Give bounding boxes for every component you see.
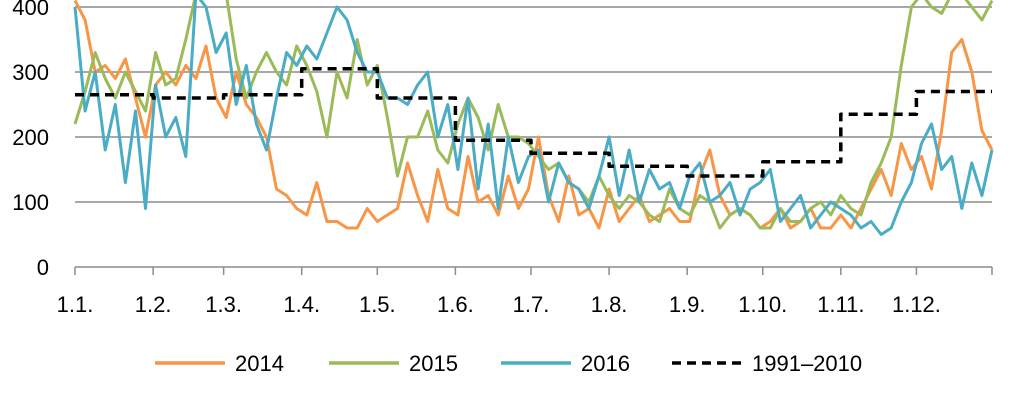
x-tick-label: 1.5. — [359, 292, 396, 317]
legend-label-2015: 2015 — [409, 351, 458, 376]
series-lines — [73, 0, 994, 236]
x-tick-label: 1.2. — [135, 292, 172, 317]
x-tick-label: 1.6. — [437, 292, 474, 317]
y-tick-label: 0 — [37, 255, 49, 280]
legend-label-2014: 2014 — [235, 351, 284, 376]
x-tick-label: 1.4. — [283, 292, 320, 317]
y-tick-label: 100 — [12, 190, 49, 215]
x-tick-label: 1.1. — [57, 292, 94, 317]
x-tick-label: 1.3. — [205, 292, 242, 317]
x-tick-label: 1.7. — [513, 292, 550, 317]
x-tick-label: 1.10. — [738, 292, 787, 317]
y-tick-label: 200 — [12, 125, 49, 150]
legend-label-1991–2010: 1991–2010 — [752, 351, 862, 376]
series-line-2016 — [73, 0, 994, 236]
x-tick-label: 1.12. — [892, 292, 941, 317]
legend: 2014 2015 2016 1991–2010 — [155, 351, 862, 376]
axes: 0 100 200 300 400 1.1. 1.2. 1.3. 1.4. 1.5. 1.6. 1.7… — [12, 0, 993, 317]
x-tick-label: 1.11. — [817, 292, 864, 317]
series-line-2014 — [73, 0, 994, 230]
series-line-1991–2010 — [75, 67, 992, 178]
series-line-2015 — [73, 0, 994, 230]
legend-label-2016: 2016 — [581, 351, 630, 376]
x-tick-label: 1.8. — [591, 292, 628, 317]
x-tick-label: 1.9. — [669, 292, 706, 317]
y-tick-label: 300 — [12, 60, 49, 85]
y-tick-label: 400 — [12, 0, 49, 20]
